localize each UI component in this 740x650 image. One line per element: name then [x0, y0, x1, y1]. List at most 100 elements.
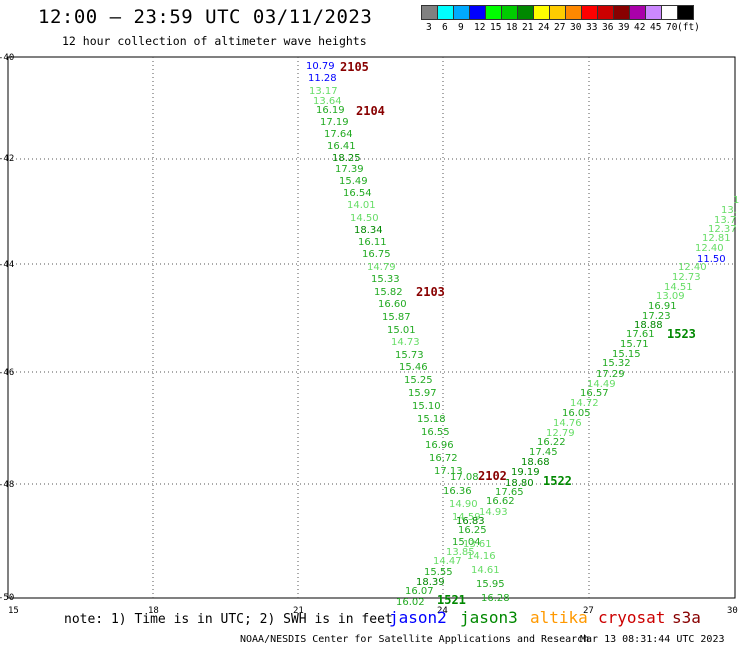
- wave-height-reading: 12.73: [672, 272, 701, 283]
- wave-height-reading: 15.82: [374, 287, 403, 298]
- x-tick-label: 30: [727, 606, 738, 616]
- wave-height-reading: 16.96: [425, 440, 454, 451]
- wave-height-reading: 15.97: [408, 388, 437, 399]
- y-tick-label: -42: [0, 154, 14, 164]
- wave-height-reading: 14.76: [553, 418, 582, 429]
- scale-label: 70: [666, 22, 678, 33]
- x-tick-label: 24: [437, 606, 448, 616]
- wave-height-reading: 15.33: [371, 274, 400, 285]
- wave-height-reading: 14.47: [433, 556, 462, 567]
- wave-height-reading: 15.15: [612, 349, 641, 360]
- wave-height-reading: 15.04: [452, 537, 481, 548]
- footer-timestamp: Mar 13 08:31:44 UTC 2023: [580, 634, 725, 645]
- wave-height-reading: 11.50: [697, 254, 726, 265]
- wave-height-reading: 16.55: [421, 427, 450, 438]
- satellite-legend-cryosat: cryosat: [598, 608, 666, 627]
- wave-height-reading: 14.93: [479, 507, 508, 518]
- scale-label: 24: [538, 22, 550, 33]
- wave-height-reading: 14.16: [467, 551, 496, 562]
- wave-height-reading: 13.61: [463, 539, 492, 550]
- wave-height-reading: 15.18: [417, 414, 446, 425]
- scale-label: 6: [442, 22, 448, 33]
- wave-height-reading: 16.25: [458, 525, 487, 536]
- pass-time-label: 1522: [543, 474, 572, 488]
- wave-height-reading: 18.39: [416, 577, 445, 588]
- wave-height-reading: 13.17: [309, 86, 338, 97]
- wave-height-reading: 16.72: [429, 453, 458, 464]
- wave-height-reading: 15.87: [382, 312, 411, 323]
- scale-label: 18: [506, 22, 518, 33]
- pass-time-labels: 2105 2104 2103 2102 1523 1522 1521: [340, 60, 696, 607]
- wave-height-reading: 17.64: [324, 129, 353, 140]
- wave-height-reading: 15.01: [387, 325, 416, 336]
- wave-height-reading: 15.55: [424, 567, 453, 578]
- wave-height-reading: 15.25: [404, 375, 433, 386]
- wave-height-reading: 13.64: [313, 96, 342, 107]
- scale-label: 3: [426, 22, 432, 33]
- scale-label: 30: [570, 22, 582, 33]
- wave-height-reading: 16.91: [648, 301, 677, 312]
- wave-height-reading: 17.61: [626, 329, 655, 340]
- x-tick-label: 18: [148, 606, 159, 616]
- satellite-legend-jason2: jason2: [389, 608, 447, 627]
- wave-height-reading: 13.09: [656, 291, 685, 302]
- wave-height-reading: 16.07: [405, 586, 434, 597]
- wave-height-reading: 17.19: [320, 117, 349, 128]
- wave-height-reading: 15.73: [395, 350, 424, 361]
- wave-height-reading: 16.62: [486, 496, 515, 507]
- wave-height-reading: 17.39: [335, 164, 364, 175]
- wave-height-reading: 14.79: [367, 262, 396, 273]
- wave-height-reading: 14.73: [391, 337, 420, 348]
- wave-height-reading: 14.01: [347, 200, 376, 211]
- wave-height-reading: 13.85: [446, 547, 475, 558]
- wave-height-reading: 17.45: [529, 447, 558, 458]
- wave-height-reading: 14.51: [664, 282, 693, 293]
- wave-height-reading: 16.05: [562, 408, 591, 419]
- wave-height-reading: 16.83: [456, 516, 485, 527]
- wave-height-reading: 16.22: [537, 437, 566, 448]
- scale-label: 45: [650, 22, 662, 33]
- page-title: 12:00 — 23:59 UTC 03/11/2023: [38, 6, 373, 28]
- wave-height-reading: 16.36: [443, 486, 472, 497]
- wave-height-reading: 12.40: [695, 243, 724, 254]
- x-tick-label: 15: [8, 606, 19, 616]
- wave-height-reading: 17.08: [450, 472, 479, 483]
- wave-height-reading: 19.19: [511, 467, 540, 478]
- footer-note: note: 1) Time is in UTC; 2) SWH is in fe…: [64, 612, 393, 627]
- scale-label: 42: [634, 22, 646, 33]
- wave-height-reading: 1: [733, 195, 739, 206]
- wave-height-reading: 14.61: [471, 565, 500, 576]
- wave-height-reading: 16.19: [316, 105, 345, 116]
- wave-height-reading: 17.23: [642, 311, 671, 322]
- wave-height-reading: 10.79: [306, 61, 335, 72]
- wave-height-reading: 14.72: [570, 398, 599, 409]
- scale-label: 36: [602, 22, 614, 33]
- wave-height-reading: 16.57: [580, 388, 609, 399]
- wave-height-reading: 16.41: [327, 141, 356, 152]
- scale-label: 39: [618, 22, 630, 33]
- wave-height-reading: 12.40: [678, 262, 707, 273]
- pass-time-label: 2102: [478, 469, 507, 483]
- wave-height-reading: 15.46: [399, 362, 428, 373]
- y-tick-label: -48: [0, 480, 14, 490]
- scale-label: 9: [458, 22, 464, 33]
- y-tick-label: -40: [0, 53, 14, 63]
- wave-height-reading: 13.: [721, 205, 737, 216]
- y-tick-labels: -40 -42 -44 -46 -48 -50: [0, 53, 14, 603]
- y-tick-label: -44: [0, 260, 14, 270]
- grid-lines: [8, 57, 735, 598]
- y-tick-label: -50: [0, 593, 14, 603]
- wave-height-reading: 16.54: [343, 188, 372, 199]
- scale-swatch: [677, 5, 694, 20]
- wave-height-reading: 12.37: [708, 224, 737, 235]
- map-frame: [7, 56, 736, 599]
- page-subtitle: 12 hour collection of altimeter wave hei…: [62, 34, 367, 48]
- wave-height-reading: 18.88: [634, 320, 663, 331]
- color-scale: [421, 5, 694, 20]
- wave-height-reading: 12.79: [546, 428, 575, 439]
- pass-time-label: 2105: [340, 60, 369, 74]
- footer-credit: NOAA/NESDIS Center for Satellite Applica…: [240, 634, 590, 645]
- scale-label: 15: [490, 22, 502, 33]
